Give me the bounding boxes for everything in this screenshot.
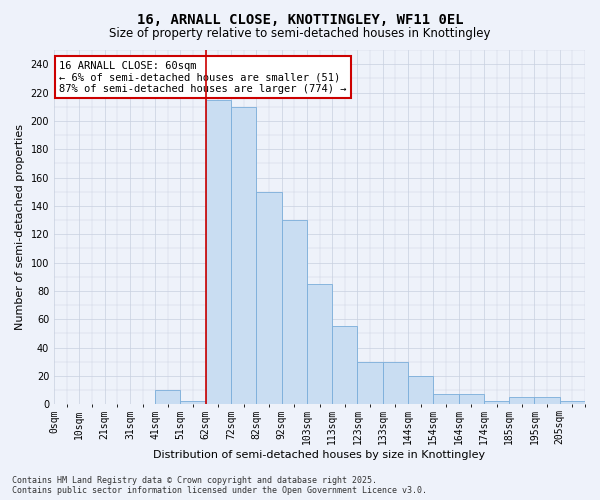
- Bar: [332, 326, 358, 404]
- Bar: [433, 394, 458, 404]
- Bar: [383, 362, 408, 405]
- Bar: [484, 402, 509, 404]
- Text: Contains HM Land Registry data © Crown copyright and database right 2025.
Contai: Contains HM Land Registry data © Crown c…: [12, 476, 427, 495]
- Bar: [206, 100, 231, 405]
- Bar: [560, 402, 585, 404]
- Bar: [181, 402, 206, 404]
- X-axis label: Distribution of semi-detached houses by size in Knottingley: Distribution of semi-detached houses by …: [154, 450, 485, 460]
- Bar: [256, 192, 281, 404]
- Y-axis label: Number of semi-detached properties: Number of semi-detached properties: [15, 124, 25, 330]
- Bar: [408, 376, 433, 404]
- Bar: [509, 397, 535, 404]
- Bar: [231, 106, 256, 405]
- Bar: [155, 390, 181, 404]
- Bar: [358, 362, 383, 405]
- Bar: [458, 394, 484, 404]
- Bar: [535, 397, 560, 404]
- Text: 16 ARNALL CLOSE: 60sqm
← 6% of semi-detached houses are smaller (51)
87% of semi: 16 ARNALL CLOSE: 60sqm ← 6% of semi-deta…: [59, 60, 347, 94]
- Text: 16, ARNALL CLOSE, KNOTTINGLEY, WF11 0EL: 16, ARNALL CLOSE, KNOTTINGLEY, WF11 0EL: [137, 12, 463, 26]
- Bar: [281, 220, 307, 404]
- Text: Size of property relative to semi-detached houses in Knottingley: Size of property relative to semi-detach…: [109, 28, 491, 40]
- Bar: [307, 284, 332, 405]
